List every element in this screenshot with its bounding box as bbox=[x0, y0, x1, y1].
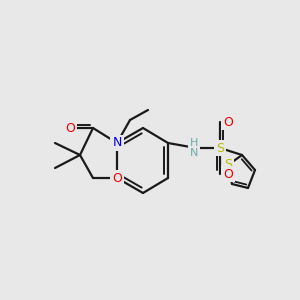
Text: O: O bbox=[223, 167, 233, 181]
Text: N: N bbox=[190, 148, 198, 158]
Text: O: O bbox=[65, 122, 75, 134]
Text: O: O bbox=[112, 172, 122, 184]
Text: S: S bbox=[224, 158, 232, 172]
Text: N: N bbox=[112, 136, 122, 149]
Text: O: O bbox=[223, 116, 233, 128]
Text: H: H bbox=[190, 138, 198, 148]
Text: S: S bbox=[216, 142, 224, 154]
